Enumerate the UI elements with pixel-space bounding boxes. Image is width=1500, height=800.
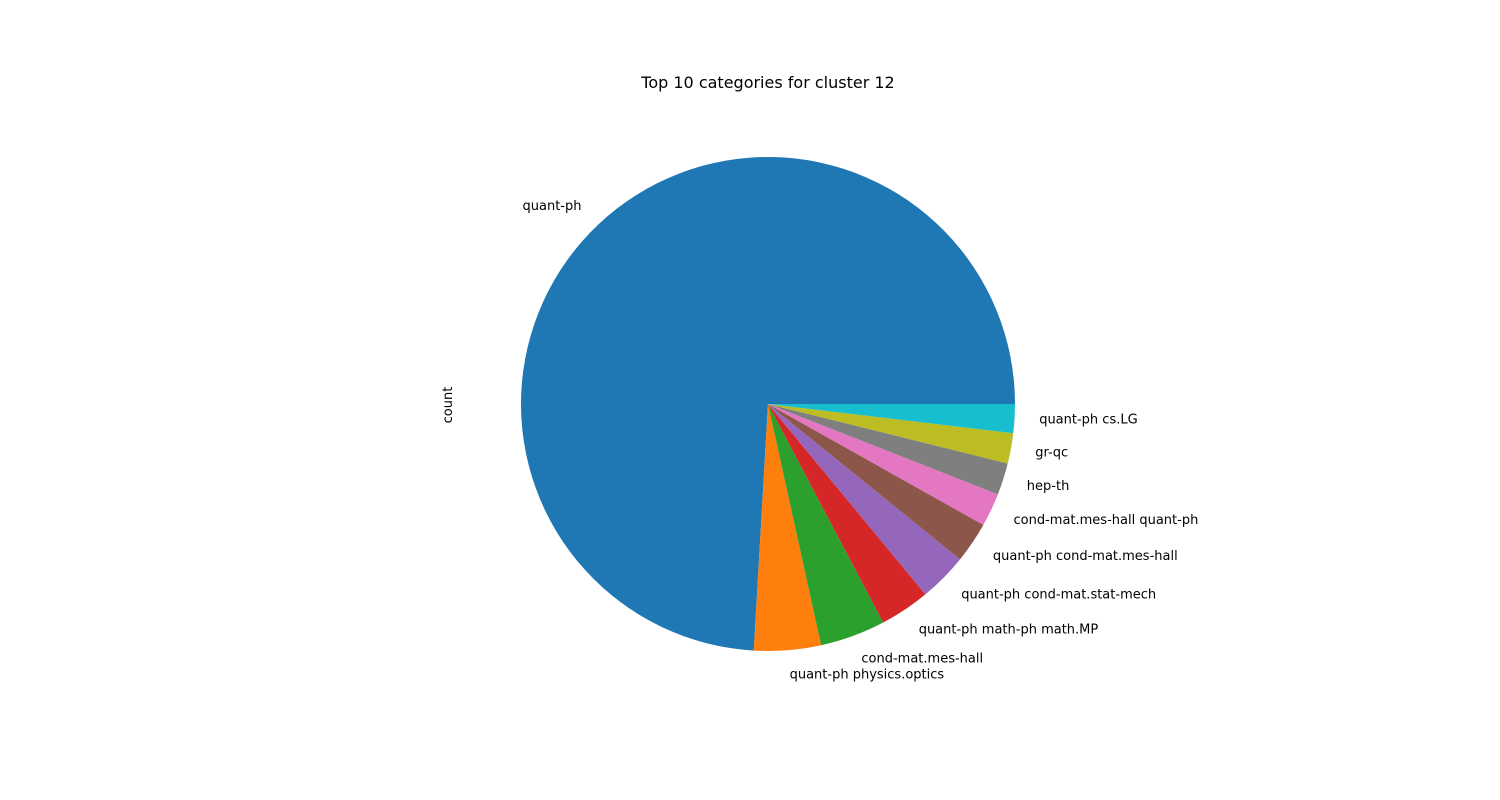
pie-label-hep-th: hep-th bbox=[1027, 479, 1070, 494]
pie-label-quant-ph-cs-lg: quant-ph cs.LG bbox=[1039, 413, 1137, 428]
pie-label-cond-mat-mes-hall: cond-mat.mes-hall bbox=[861, 652, 983, 667]
pie-slice-gr-qc bbox=[768, 404, 1014, 464]
pie-slice-cond-mat-mes-hall bbox=[768, 404, 884, 646]
pie-label-quant-ph-cond-mat-stat-mech: quant-ph cond-mat.stat-mech bbox=[961, 588, 1156, 603]
pie-slice-quant-ph-cond-mat-mes-hall bbox=[768, 404, 984, 560]
pie-slice-quant-ph bbox=[521, 157, 1015, 651]
pie-slices bbox=[521, 157, 1015, 652]
pie-label-gr-qc: gr-qc bbox=[1035, 445, 1068, 460]
pie-label-cond-mat-mes-hall-quant-ph: cond-mat.mes-hall quant-ph bbox=[1014, 513, 1199, 528]
pie-label-quant-ph-physics-optics: quant-ph physics.optics bbox=[790, 667, 945, 682]
pie-slice-cond-mat-mes-hall-quant-ph bbox=[768, 404, 998, 525]
pie-label-quant-ph-cond-mat-mes-hall: quant-ph cond-mat.mes-hall bbox=[993, 549, 1178, 564]
pie-label-quant-ph: quant-ph bbox=[523, 199, 582, 214]
pie-slice-hep-th bbox=[768, 404, 1008, 495]
pie-slice-quant-ph-math-ph-math-mp bbox=[768, 404, 926, 623]
pie-slice-quant-ph-cs-lg bbox=[768, 404, 1015, 434]
pie-label-quant-ph-math-ph-math-mp: quant-ph math-ph math.MP bbox=[919, 623, 1099, 638]
pie-slice-quant-ph-physics-optics bbox=[753, 404, 822, 652]
chart-title: Top 10 categories for cluster 12 bbox=[640, 73, 894, 92]
pie-slice-quant-ph-cond-mat-stat-mech bbox=[768, 404, 961, 595]
y-axis-label: count bbox=[441, 387, 456, 424]
